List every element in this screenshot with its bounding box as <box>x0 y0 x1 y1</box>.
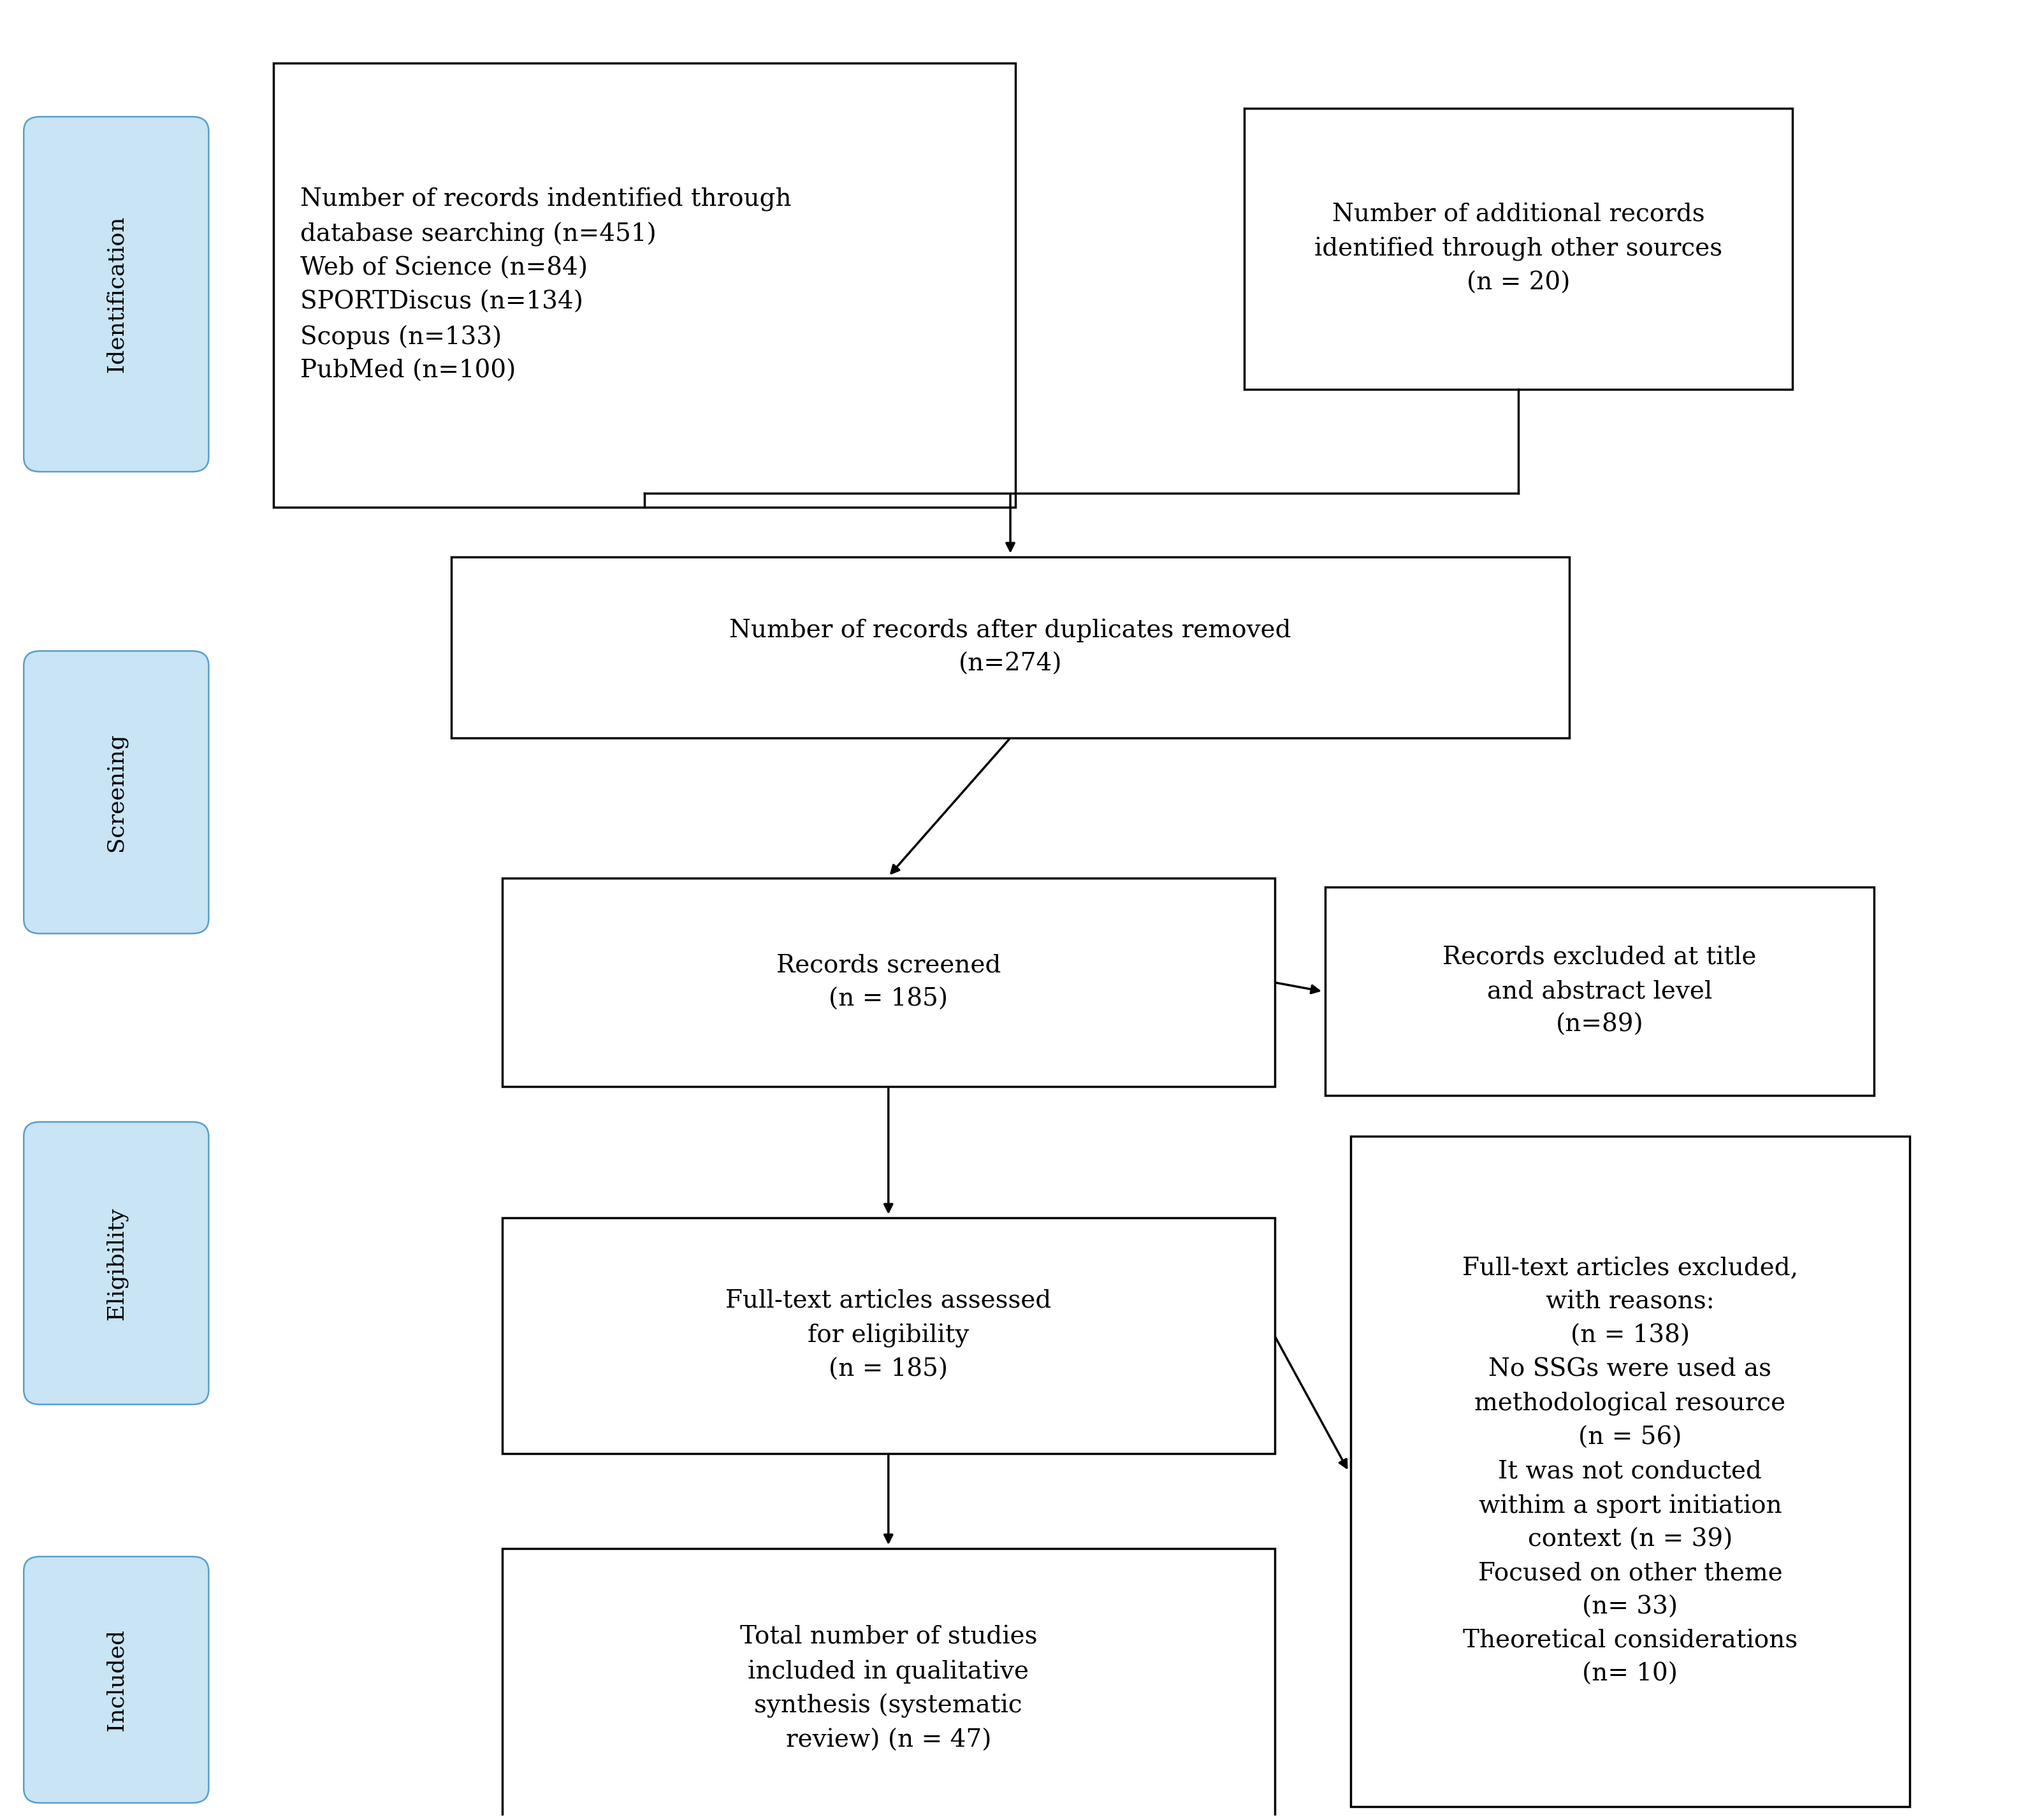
FancyBboxPatch shape <box>451 557 1570 737</box>
Text: Screening: Screening <box>106 733 127 852</box>
Text: Number of records after duplicates removed
(n=274): Number of records after duplicates remov… <box>729 619 1292 677</box>
Text: Full-text articles assessed
for eligibility
(n = 185): Full-text articles assessed for eligibil… <box>725 1290 1051 1381</box>
FancyBboxPatch shape <box>24 652 208 934</box>
Text: Number of records indentified through
database searching (n=451)
Web of Science : Number of records indentified through da… <box>300 187 792 382</box>
FancyBboxPatch shape <box>24 1121 208 1405</box>
Text: Included: Included <box>106 1629 127 1731</box>
Text: Full-text articles excluded,
with reasons:
(n = 138)
No SSGs were used as
method: Full-text articles excluded, with reason… <box>1461 1256 1798 1687</box>
FancyBboxPatch shape <box>502 1549 1274 1820</box>
Text: Records screened
(n = 185): Records screened (n = 185) <box>776 954 1000 1012</box>
Text: Total number of studies
included in qualitative
synthesis (systematic
review) (n: Total number of studies included in qual… <box>739 1625 1037 1753</box>
FancyBboxPatch shape <box>24 116 208 471</box>
Text: Number of additional records
identified through other sources
(n = 20): Number of additional records identified … <box>1314 204 1723 295</box>
FancyBboxPatch shape <box>1351 1136 1910 1807</box>
FancyBboxPatch shape <box>24 1556 208 1804</box>
FancyBboxPatch shape <box>502 879 1274 1087</box>
FancyBboxPatch shape <box>502 1218 1274 1454</box>
FancyBboxPatch shape <box>273 64 1016 508</box>
Text: Records excluded at title
and abstract level
(n=89): Records excluded at title and abstract l… <box>1443 946 1757 1037</box>
Text: Eligibility: Eligibility <box>106 1207 127 1319</box>
FancyBboxPatch shape <box>1325 888 1874 1096</box>
FancyBboxPatch shape <box>1245 109 1792 389</box>
Text: Identification: Identification <box>106 217 127 373</box>
